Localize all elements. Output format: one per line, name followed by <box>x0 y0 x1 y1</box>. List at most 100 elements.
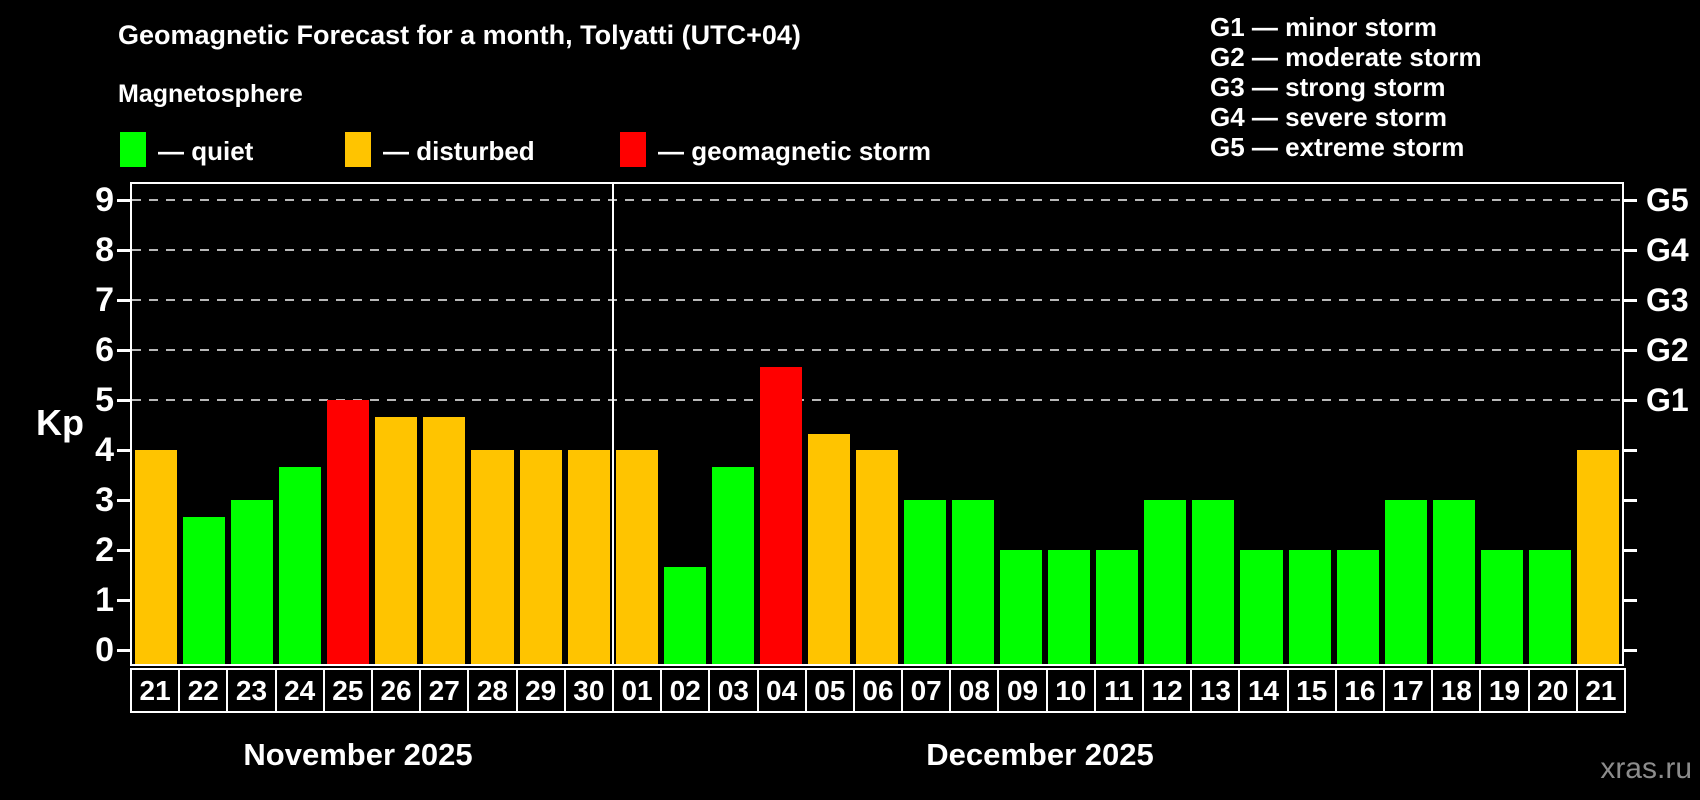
kp-bar-nov-27 <box>423 416 466 664</box>
date-cell-dec-05: 05 <box>804 668 855 713</box>
date-cell-nov-21: 21 <box>130 668 181 713</box>
y-tick-right-8 <box>1624 248 1637 252</box>
date-cell-dec-13: 13 <box>1190 668 1241 713</box>
kp-bar-nov-22 <box>183 516 226 664</box>
y-tick-left-6 <box>117 348 130 352</box>
kp-bar-dec-07 <box>904 500 947 664</box>
date-cell-dec-08: 08 <box>949 668 1000 713</box>
y-tick-left-2 <box>117 548 130 552</box>
date-cell-dec-03: 03 <box>708 668 759 713</box>
y-tick-right-3 <box>1624 498 1637 502</box>
kp-bar-dec-01 <box>615 450 658 664</box>
date-cell-nov-23: 23 <box>226 668 277 713</box>
g-axis-label-g3: G3 <box>1646 282 1689 318</box>
date-cell-dec-19: 19 <box>1479 668 1530 713</box>
kp-bar-nov-23 <box>231 500 274 664</box>
watermark: xras.ru <box>1600 752 1692 785</box>
g3-legend-line: G3 — strong storm <box>1210 72 1446 102</box>
date-cell-dec-01: 01 <box>611 668 663 713</box>
date-cell-dec-10: 10 <box>1045 668 1096 713</box>
kp-bar-dec-10 <box>1048 550 1091 664</box>
y-tick-left-4 <box>117 448 130 452</box>
g5-legend-line: G5 — extreme storm <box>1210 132 1465 162</box>
y-tick-label-7: 7 <box>95 281 114 319</box>
kp-bar-nov-30 <box>567 450 610 664</box>
g-axis-label-g5: G5 <box>1646 182 1689 218</box>
y-tick-label-0: 0 <box>95 631 114 669</box>
date-cell-dec-21: 21 <box>1575 668 1626 713</box>
kp-bar-nov-28 <box>471 450 514 664</box>
date-axis: 21 22 23 24 25 26 27 28 29 30 01 02 03 04 05 06 07 08 09 10… <box>130 668 1626 713</box>
gridline-kp-6 <box>132 349 1622 351</box>
disturbed-legend-label: — disturbed <box>383 136 535 166</box>
kp-bar-dec-12 <box>1144 500 1187 664</box>
date-cell-dec-09: 09 <box>997 668 1048 713</box>
y-tick-right-2 <box>1624 548 1637 552</box>
gridline-kp-8 <box>132 249 1622 251</box>
disturbed-legend-swatch <box>345 132 371 167</box>
date-cell-dec-11: 11 <box>1093 668 1145 713</box>
kp-bar-nov-26 <box>375 416 418 664</box>
storm-legend-swatch <box>620 132 646 167</box>
date-cell-nov-25: 25 <box>322 668 373 713</box>
kp-bar-dec-06 <box>855 450 899 664</box>
y-tick-label-2: 2 <box>95 531 114 569</box>
y-tick-label-5: 5 <box>95 381 114 419</box>
kp-bar-nov-21 <box>135 450 178 664</box>
g-axis-label-g2: G2 <box>1646 332 1689 368</box>
date-cell-dec-14: 14 <box>1238 668 1289 713</box>
date-cell-nov-24: 24 <box>274 668 325 713</box>
date-cell-nov-27: 27 <box>419 668 470 713</box>
month-separator-line <box>611 184 614 664</box>
kp-bar-dec-17 <box>1384 500 1427 664</box>
y-tick-right-5 <box>1624 398 1637 402</box>
y-tick-label-1: 1 <box>95 581 114 619</box>
storm-legend-label: — geomagnetic storm <box>658 136 932 166</box>
kp-bar-dec-16 <box>1336 550 1379 664</box>
date-cell-dec-06: 06 <box>852 668 904 713</box>
plot-area <box>130 182 1624 666</box>
y-tick-left-5 <box>117 398 130 402</box>
kp-bar-nov-25 <box>327 400 370 664</box>
g1-legend-line: G1 — minor storm <box>1210 12 1437 42</box>
kp-bar-dec-21 <box>1576 450 1619 664</box>
gridline-kp-9 <box>132 199 1622 201</box>
kp-bar-dec-13 <box>1192 500 1235 664</box>
date-cell-dec-15: 15 <box>1286 668 1337 713</box>
date-cell-dec-02: 02 <box>660 668 711 713</box>
y-tick-left-8 <box>117 248 130 252</box>
y-tick-right-0 <box>1624 648 1637 652</box>
kp-bar-dec-03 <box>711 466 754 664</box>
kp-bar-dec-04 <box>759 366 802 664</box>
y-tick-left-3 <box>117 498 130 502</box>
kp-bar-dec-14 <box>1240 550 1283 664</box>
kp-bar-dec-20 <box>1528 550 1571 664</box>
date-cell-nov-28: 28 <box>467 668 518 713</box>
kp-bar-dec-18 <box>1432 500 1475 664</box>
month-label-november: November 2025 <box>243 737 473 772</box>
date-cell-dec-12: 12 <box>1142 668 1193 713</box>
kp-bar-dec-05 <box>807 433 850 664</box>
y-tick-label-3: 3 <box>95 481 114 519</box>
y-tick-right-7 <box>1624 298 1637 302</box>
date-cell-dec-17: 17 <box>1383 668 1434 713</box>
kp-bar-dec-09 <box>1000 550 1043 664</box>
gridline-kp-7 <box>132 299 1622 301</box>
date-cell-dec-20: 20 <box>1527 668 1578 713</box>
y-tick-right-6 <box>1624 348 1637 352</box>
g2-legend-line: G2 — moderate storm <box>1210 42 1482 72</box>
chart-title: Geomagnetic Forecast for a month, Tolyat… <box>118 20 801 50</box>
quiet-legend-swatch <box>120 132 146 167</box>
date-cell-dec-04: 04 <box>756 668 807 713</box>
kp-bar-dec-19 <box>1480 550 1523 664</box>
date-cell-nov-30: 30 <box>563 668 614 713</box>
y-tick-label-8: 8 <box>95 231 114 269</box>
kp-bar-nov-29 <box>519 450 562 664</box>
kp-bar-nov-24 <box>279 466 322 664</box>
kp-bar-dec-02 <box>663 566 706 664</box>
date-cell-dec-18: 18 <box>1431 668 1482 713</box>
y-tick-left-0 <box>117 648 130 652</box>
gridline-kp-5 <box>132 399 1622 401</box>
date-cell-nov-22: 22 <box>178 668 229 713</box>
